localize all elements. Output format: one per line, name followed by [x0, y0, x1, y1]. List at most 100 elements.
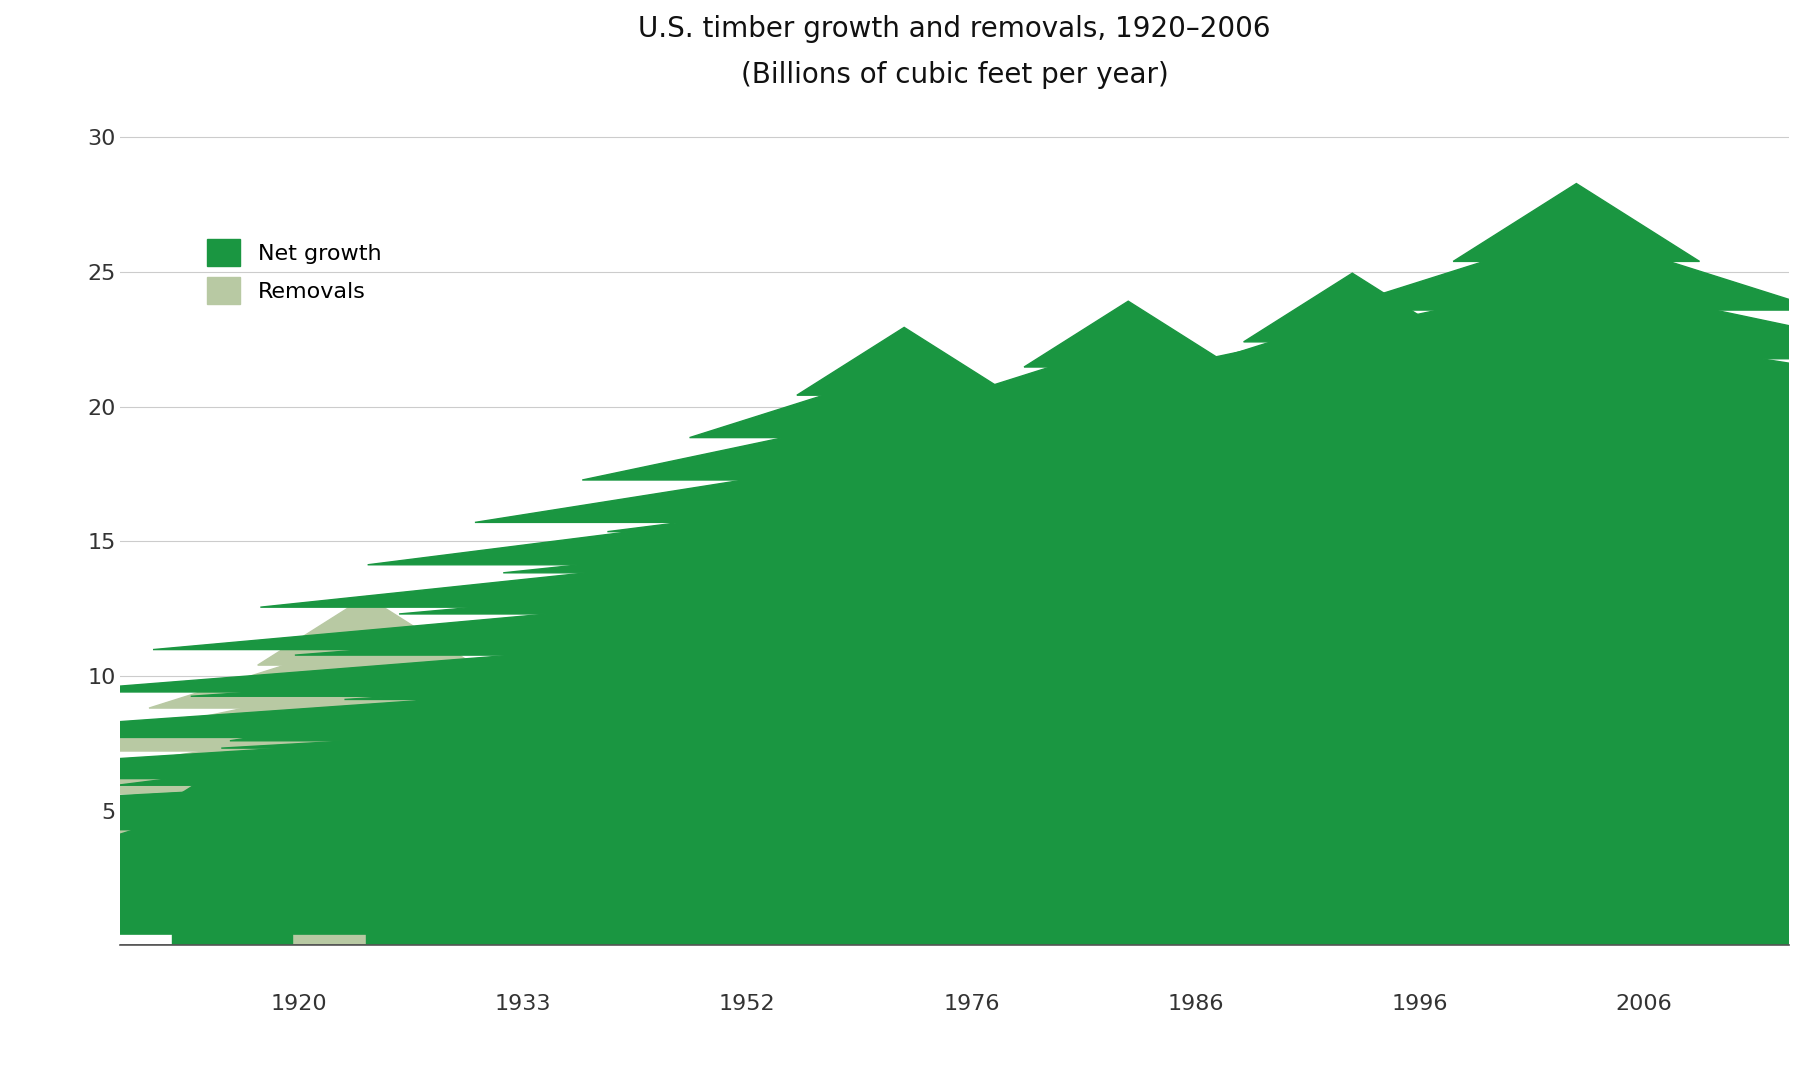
- Polygon shape: [171, 935, 292, 945]
- Polygon shape: [1454, 183, 1699, 261]
- Polygon shape: [0, 836, 1804, 904]
- Polygon shape: [808, 445, 1804, 513]
- Text: 1933: 1933: [494, 994, 552, 1014]
- Polygon shape: [592, 531, 1804, 600]
- Polygon shape: [258, 597, 474, 665]
- Polygon shape: [247, 923, 487, 945]
- Polygon shape: [193, 809, 1804, 875]
- Polygon shape: [88, 850, 1804, 917]
- Polygon shape: [381, 726, 1250, 794]
- Polygon shape: [700, 488, 1804, 557]
- Polygon shape: [0, 811, 1019, 879]
- Polygon shape: [363, 721, 819, 793]
- Polygon shape: [1288, 641, 1804, 708]
- Polygon shape: [0, 794, 1804, 862]
- Polygon shape: [229, 669, 1131, 741]
- Polygon shape: [191, 630, 1804, 696]
- Polygon shape: [1135, 316, 1569, 384]
- Polygon shape: [222, 670, 1804, 748]
- Polygon shape: [0, 788, 1804, 858]
- Polygon shape: [586, 710, 1804, 782]
- Polygon shape: [133, 811, 1046, 884]
- Polygon shape: [157, 703, 1804, 771]
- Polygon shape: [1606, 517, 1804, 583]
- Polygon shape: [592, 524, 1804, 602]
- Polygon shape: [299, 767, 1779, 834]
- Polygon shape: [153, 582, 1656, 650]
- Polygon shape: [1304, 895, 1804, 945]
- Polygon shape: [705, 597, 924, 665]
- Polygon shape: [0, 713, 1804, 779]
- Polygon shape: [920, 342, 1337, 408]
- Text: 1996: 1996: [1391, 994, 1449, 1014]
- Polygon shape: [1149, 487, 1375, 559]
- Polygon shape: [150, 639, 584, 708]
- Polygon shape: [1026, 360, 1678, 428]
- Polygon shape: [54, 854, 1575, 923]
- Polygon shape: [971, 767, 1804, 834]
- Polygon shape: [1178, 565, 1795, 630]
- Polygon shape: [0, 848, 1580, 918]
- Polygon shape: [1084, 329, 1804, 407]
- Polygon shape: [260, 539, 1548, 608]
- Title: U.S. timber growth and removals, 1920–2006
(Billions of cubic feet per year): U.S. timber growth and removals, 1920–20…: [639, 15, 1272, 89]
- Polygon shape: [41, 799, 422, 859]
- Polygon shape: [700, 666, 1804, 738]
- Polygon shape: [373, 616, 1804, 686]
- Polygon shape: [476, 676, 705, 748]
- Polygon shape: [87, 671, 1804, 738]
- Polygon shape: [500, 928, 680, 945]
- Polygon shape: [888, 917, 1189, 945]
- Polygon shape: [49, 745, 1804, 814]
- Polygon shape: [933, 517, 1144, 583]
- Polygon shape: [837, 427, 1804, 505]
- Polygon shape: [0, 803, 1468, 874]
- Polygon shape: [271, 768, 1358, 837]
- Polygon shape: [0, 666, 1804, 734]
- Polygon shape: [828, 558, 1250, 625]
- Polygon shape: [0, 874, 612, 935]
- Polygon shape: [0, 832, 1804, 900]
- Polygon shape: [0, 754, 1804, 820]
- Polygon shape: [455, 580, 906, 652]
- Polygon shape: [1324, 915, 1649, 945]
- Polygon shape: [249, 766, 933, 838]
- Polygon shape: [689, 369, 1118, 438]
- Polygon shape: [924, 577, 1600, 648]
- Polygon shape: [1207, 280, 1804, 358]
- Polygon shape: [489, 682, 1140, 751]
- Legend: Net growth, Removals: Net growth, Removals: [198, 230, 391, 313]
- Polygon shape: [1077, 726, 1804, 792]
- Polygon shape: [249, 844, 1804, 915]
- Polygon shape: [0, 709, 1804, 777]
- Polygon shape: [162, 811, 1467, 879]
- Polygon shape: [467, 573, 1804, 651]
- Polygon shape: [1025, 301, 1232, 367]
- Polygon shape: [0, 836, 518, 897]
- Polygon shape: [483, 574, 1804, 642]
- Polygon shape: [511, 683, 1568, 751]
- Polygon shape: [227, 721, 684, 793]
- Polygon shape: [1330, 232, 1804, 310]
- Polygon shape: [0, 726, 801, 794]
- Polygon shape: [5, 758, 1355, 830]
- Polygon shape: [474, 455, 1333, 522]
- Polygon shape: [0, 768, 909, 837]
- Polygon shape: [583, 413, 1227, 480]
- Polygon shape: [503, 507, 1753, 573]
- Polygon shape: [366, 928, 547, 945]
- Text: 1986: 1986: [1167, 994, 1223, 1014]
- Polygon shape: [960, 378, 1804, 456]
- Polygon shape: [1394, 600, 1804, 667]
- Polygon shape: [615, 641, 1461, 708]
- Polygon shape: [0, 795, 1804, 861]
- Polygon shape: [1111, 900, 1593, 945]
- Polygon shape: [0, 854, 1128, 923]
- Polygon shape: [0, 811, 913, 884]
- Polygon shape: [117, 714, 1243, 785]
- Polygon shape: [0, 857, 1026, 928]
- Polygon shape: [870, 688, 1804, 753]
- Polygon shape: [137, 761, 327, 821]
- Polygon shape: [812, 622, 1714, 693]
- Polygon shape: [597, 639, 1032, 708]
